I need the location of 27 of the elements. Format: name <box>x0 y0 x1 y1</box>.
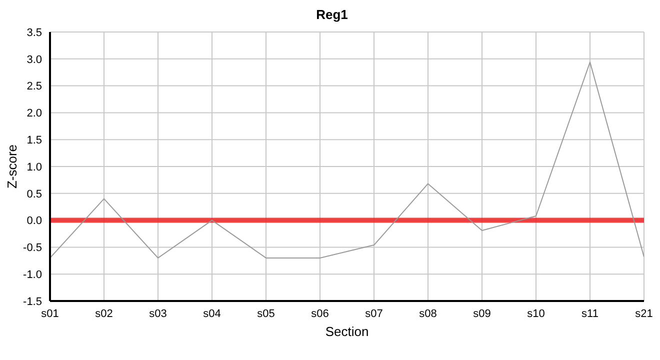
x-axis-title: Section <box>325 324 369 339</box>
line-series <box>50 62 644 258</box>
y-tick-label: 3.5 <box>26 26 42 39</box>
y-tick-label: -1.5 <box>23 296 42 308</box>
y-axis-title: Z-score <box>4 144 20 189</box>
x-tick-label: s04 <box>203 308 221 320</box>
y-tick-label: -1.0 <box>23 269 42 282</box>
y-tick-label: 1.0 <box>26 161 42 174</box>
y-tick-label: 0.5 <box>26 188 42 200</box>
y-tick-label: 3.0 <box>26 54 42 66</box>
x-tick-label: s08 <box>419 308 437 320</box>
x-tick-label: s07 <box>365 308 383 320</box>
x-tick-label: s03 <box>149 308 167 320</box>
x-tick-label: s06 <box>311 308 329 320</box>
y-tick-label: -0.5 <box>23 242 42 254</box>
y-tick-label: 2.0 <box>26 108 42 120</box>
x-tick-label: s11 <box>582 308 598 320</box>
x-tick-label: s10 <box>527 308 545 320</box>
x-tick-label: s05 <box>257 308 275 320</box>
x-tick-label: s01 <box>41 308 59 320</box>
x-tick-label: s02 <box>95 308 113 320</box>
x-tick-label: s21 <box>635 308 653 320</box>
y-tick-label: 0.0 <box>26 215 42 228</box>
y-tick-label: 1.5 <box>26 134 42 147</box>
chart-title: Reg1 <box>315 7 349 24</box>
x-tick-label: s09 <box>473 308 491 320</box>
y-tick-label: 2.5 <box>26 80 42 93</box>
